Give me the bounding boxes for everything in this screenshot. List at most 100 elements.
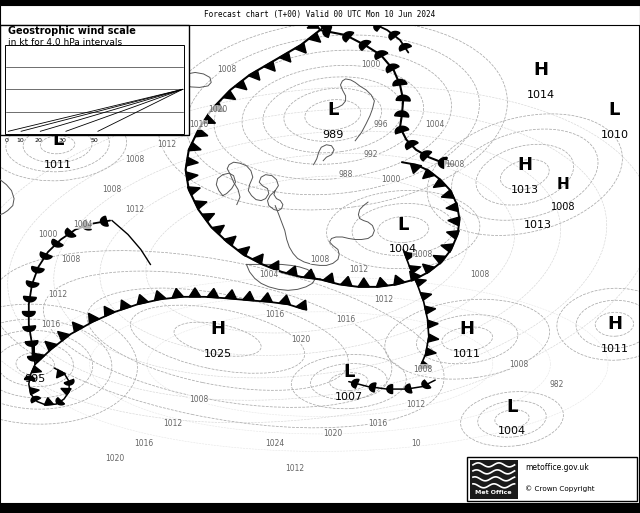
Polygon shape: [410, 164, 422, 173]
Text: 989: 989: [322, 130, 344, 140]
Text: 1008: 1008: [509, 360, 528, 369]
Text: H: H: [517, 155, 532, 174]
Text: 1008: 1008: [551, 202, 575, 212]
Polygon shape: [186, 157, 198, 166]
Text: 1000: 1000: [362, 61, 381, 69]
Polygon shape: [56, 398, 65, 405]
Polygon shape: [268, 261, 278, 271]
Polygon shape: [264, 62, 275, 71]
Polygon shape: [286, 266, 297, 276]
Bar: [0, 5, 640, 25]
Polygon shape: [448, 217, 460, 226]
Polygon shape: [374, 22, 383, 31]
Text: 10: 10: [411, 440, 421, 448]
Polygon shape: [186, 172, 198, 181]
Text: 1012: 1012: [374, 295, 394, 304]
Polygon shape: [172, 288, 184, 298]
Polygon shape: [279, 52, 291, 62]
Text: 1004: 1004: [498, 426, 526, 437]
Text: 1016: 1016: [189, 121, 208, 129]
Text: 1008: 1008: [218, 66, 237, 74]
Polygon shape: [223, 90, 236, 100]
Polygon shape: [396, 95, 410, 101]
Text: Forecast chart (T+00) Valid 00 UTC Mon 10 Jun 2024: Forecast chart (T+00) Valid 00 UTC Mon 1…: [204, 10, 436, 19]
Polygon shape: [409, 266, 420, 273]
Text: 1012: 1012: [349, 265, 368, 274]
Bar: [467, 458, 637, 501]
Text: 1016: 1016: [134, 440, 154, 448]
Bar: [470, 460, 518, 499]
Text: 982: 982: [550, 380, 564, 388]
Text: H: H: [557, 177, 570, 192]
Polygon shape: [395, 111, 409, 117]
Polygon shape: [305, 11, 317, 17]
Text: H: H: [607, 315, 622, 333]
Polygon shape: [52, 239, 63, 247]
Polygon shape: [296, 300, 307, 310]
Text: 1012: 1012: [163, 420, 182, 428]
Polygon shape: [340, 277, 352, 286]
Polygon shape: [64, 380, 74, 385]
Text: Met Office: Met Office: [475, 490, 512, 495]
Polygon shape: [323, 273, 334, 283]
Polygon shape: [211, 103, 224, 111]
Text: 1013: 1013: [524, 220, 552, 229]
Text: 1008: 1008: [413, 250, 432, 259]
Polygon shape: [24, 297, 36, 302]
Polygon shape: [237, 247, 250, 256]
Text: 10: 10: [17, 138, 24, 143]
Bar: [5, 45, 184, 134]
Text: 1020: 1020: [291, 334, 310, 344]
Polygon shape: [137, 294, 148, 304]
Polygon shape: [25, 341, 38, 346]
Text: 1016: 1016: [42, 320, 61, 329]
Polygon shape: [100, 216, 108, 226]
Polygon shape: [120, 300, 131, 310]
Polygon shape: [61, 388, 71, 395]
Text: L: L: [52, 131, 63, 149]
Polygon shape: [399, 44, 412, 51]
Polygon shape: [428, 320, 438, 328]
Text: 1004: 1004: [259, 270, 278, 279]
Polygon shape: [207, 288, 219, 298]
Polygon shape: [202, 213, 214, 222]
Text: H: H: [460, 320, 475, 338]
Polygon shape: [420, 292, 431, 300]
Polygon shape: [425, 348, 436, 356]
Polygon shape: [40, 252, 52, 259]
Polygon shape: [376, 278, 388, 287]
Polygon shape: [89, 313, 99, 323]
Text: 1012: 1012: [48, 290, 67, 299]
Polygon shape: [31, 397, 40, 403]
Polygon shape: [420, 151, 432, 161]
Polygon shape: [321, 21, 330, 30]
Polygon shape: [422, 380, 431, 388]
Text: 1008: 1008: [61, 255, 80, 264]
Polygon shape: [428, 334, 439, 342]
Text: 996: 996: [374, 121, 388, 129]
Text: 1004: 1004: [74, 220, 93, 229]
Polygon shape: [83, 221, 92, 230]
Text: 1020: 1020: [323, 429, 342, 439]
Polygon shape: [248, 70, 260, 80]
Polygon shape: [389, 31, 400, 40]
Polygon shape: [224, 236, 236, 246]
Text: 1011: 1011: [44, 160, 72, 170]
Text: metoffice.gov.uk: metoffice.gov.uk: [525, 463, 589, 472]
Text: 1008: 1008: [102, 185, 122, 194]
Text: 988: 988: [339, 170, 353, 179]
Text: Geostrophic wind scale: Geostrophic wind scale: [8, 26, 136, 36]
Polygon shape: [104, 306, 115, 317]
Polygon shape: [410, 271, 421, 281]
Polygon shape: [351, 379, 359, 388]
Polygon shape: [369, 383, 376, 392]
Text: 1016: 1016: [266, 310, 285, 319]
Text: L: L: [397, 215, 409, 233]
Text: 1020: 1020: [106, 455, 125, 463]
Text: 1004: 1004: [426, 121, 445, 129]
Polygon shape: [387, 385, 392, 393]
Polygon shape: [31, 366, 42, 373]
Text: 1008: 1008: [413, 365, 432, 373]
Text: 1012: 1012: [285, 464, 304, 473]
Text: 1011: 1011: [600, 344, 628, 354]
